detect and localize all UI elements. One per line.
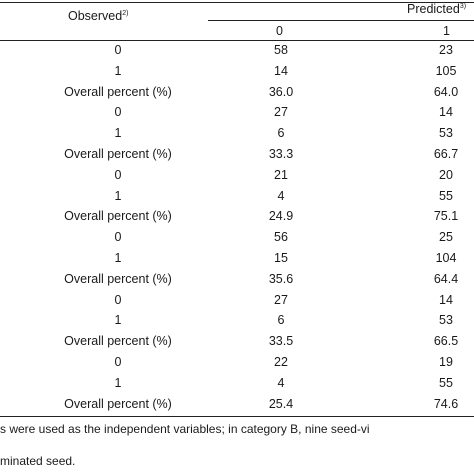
cell-predicted-0: 27	[274, 105, 288, 119]
row-label: 0	[114, 168, 122, 182]
cell-predicted-1: 66.7	[433, 147, 459, 161]
cell-predicted-1: 53	[439, 126, 453, 140]
cell-predicted-1: 55	[439, 376, 453, 390]
cell-predicted-1: 75.1	[433, 209, 459, 223]
observed-header-footnote-mark: 2)	[122, 10, 129, 17]
row-label: 1	[114, 64, 122, 78]
cell-predicted-0: 25.4	[268, 397, 294, 411]
cell-predicted-1: 66.5	[433, 334, 459, 348]
cell-predicted-1: 25	[439, 230, 453, 244]
row-label: Overall percent (%)	[64, 397, 172, 411]
cell-predicted-1: 19	[439, 355, 453, 369]
predicted-span-rule	[208, 20, 474, 21]
predicted-header-label: Predicted	[407, 2, 460, 16]
table-top-rule	[0, 2, 474, 3]
row-label: Overall percent (%)	[64, 147, 172, 161]
cell-predicted-0: 27	[274, 293, 288, 307]
row-label: 0	[114, 43, 122, 57]
footnote-line-2: minated seed.	[0, 454, 76, 468]
row-label: 1	[114, 313, 122, 327]
row-label: 1	[114, 376, 122, 390]
row-label: Overall percent (%)	[64, 334, 172, 348]
row-label: 0	[114, 355, 122, 369]
row-label: Overall percent (%)	[64, 209, 172, 223]
cell-predicted-0: 6	[277, 126, 285, 140]
cell-predicted-0: 56	[274, 230, 288, 244]
footnote-line-1: s were used as the independent variables…	[0, 422, 370, 436]
cell-predicted-1: 20	[439, 168, 453, 182]
row-label: 1	[114, 126, 122, 140]
cell-predicted-1: 14	[439, 105, 453, 119]
predicted-header-footnote-mark: 3)	[459, 3, 467, 10]
cell-predicted-0: 36.0	[268, 85, 294, 99]
cell-predicted-0: 4	[277, 376, 285, 390]
cell-predicted-0: 4	[277, 189, 285, 203]
cell-predicted-1: 105	[435, 64, 457, 78]
cell-predicted-1: 53	[439, 313, 453, 327]
predicted-column-0-header: 0	[276, 24, 283, 38]
table-bottom-rule	[0, 416, 474, 417]
cell-predicted-1: 64.4	[433, 272, 459, 286]
cell-predicted-0: 6	[277, 313, 285, 327]
observed-header: Observed2)	[68, 9, 128, 23]
cell-predicted-0: 58	[274, 43, 288, 57]
cell-predicted-1: 55	[439, 189, 453, 203]
cell-predicted-1: 23	[439, 43, 453, 57]
row-label: 1	[114, 189, 122, 203]
row-label: 0	[114, 293, 122, 307]
header-bottom-rule	[0, 40, 474, 41]
predicted-header: Predicted3)	[407, 2, 466, 16]
cell-predicted-0: 33.3	[268, 147, 294, 161]
row-label: 0	[114, 230, 122, 244]
observed-header-label: Observed	[68, 9, 123, 23]
cell-predicted-0: 24.9	[268, 209, 294, 223]
row-label: 0	[114, 105, 122, 119]
row-label: Overall percent (%)	[64, 272, 172, 286]
cell-predicted-1: 104	[435, 251, 457, 265]
cell-predicted-0: 21	[274, 168, 288, 182]
row-label: 1	[114, 251, 122, 265]
cell-predicted-1: 14	[439, 293, 453, 307]
cell-predicted-0: 14	[274, 64, 288, 78]
cell-predicted-0: 15	[274, 251, 288, 265]
predicted-column-1-header: 1	[443, 24, 450, 38]
cell-predicted-0: 33.5	[268, 334, 294, 348]
cell-predicted-1: 74.6	[433, 397, 459, 411]
cell-predicted-0: 35.6	[268, 272, 294, 286]
cell-predicted-1: 64.0	[433, 85, 459, 99]
row-label: Overall percent (%)	[64, 85, 172, 99]
cell-predicted-0: 22	[274, 355, 288, 369]
